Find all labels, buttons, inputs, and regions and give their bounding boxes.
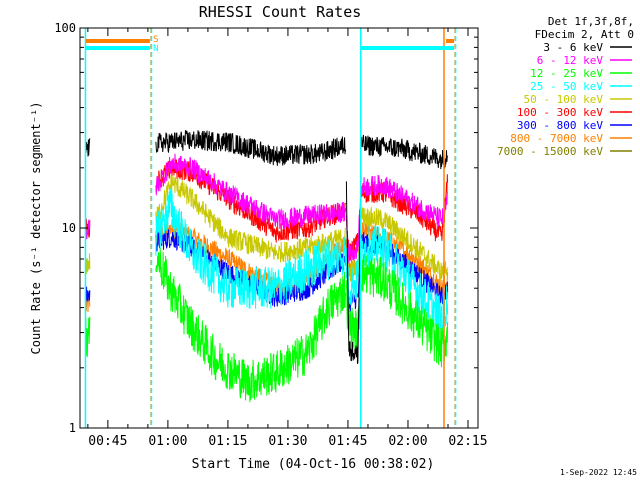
legend-entry-3-6-kev: 3 - 6 keV [543,41,603,54]
series-line [361,254,449,368]
x-tick-label: 00:45 [88,434,127,449]
attenuator-label: N [153,44,158,54]
series-line [361,174,449,242]
series-line [345,233,362,306]
plot-area: SN [84,28,457,428]
x-tick-label: 01:15 [208,434,247,449]
legend-entry-25-50-kev: 25 - 50 keV [530,80,603,93]
series-line [85,219,91,240]
series-line [85,138,91,157]
series-line [85,253,91,275]
legend-entry-50-100-kev: 50 - 100 keV [524,93,604,106]
series-line [155,129,347,166]
legend: Det 1f,3f,8f, FDecim 2, Att 0 3 - 6 keV6… [497,15,634,158]
x-axis-label: Start Time (04-Oct-16 00:38:02) [192,457,435,472]
generated-timestamp: 1-Sep-2022 12:45 [560,468,637,477]
series-line [155,153,347,230]
axes: 1 10 100 00:45 01:00 01:15 01:30 01:45 02:00 02:1… [54,21,487,449]
series-25-50-kev [155,187,449,340]
y-axis-label: Count Rate (s⁻¹ detector segment⁻¹) [29,102,43,355]
legend-entry-6-12-kev: 6 - 12 keV [537,54,604,67]
legend-entry-12-25-kev: 12 - 25 keV [530,67,603,80]
series-6-12-kev [85,153,449,264]
series-line [155,248,347,403]
chart-title: RHESSI Count Rates [199,3,362,21]
y-tick-label: 1 [69,421,76,435]
x-tick-label: 01:30 [268,434,307,449]
series-3-6-kev [85,129,448,364]
x-tick-label: 01:45 [328,434,367,449]
series-line [361,225,449,340]
series-line [155,187,347,309]
series-line [85,316,91,358]
attenuator-label: S [153,35,158,45]
legend-entry-100-300-kev: 100 - 300 keV [517,106,603,119]
legend-entry-7000-15000-kev: 7000 - 15000 keV [497,145,603,158]
legend-entry-800-7000-kev: 800 - 7000 keV [510,132,603,145]
legend-header-line-1: Det 1f,3f,8f, [548,15,634,28]
series-line [361,207,448,281]
series-line [155,175,346,263]
x-tick-label: 02:00 [388,434,427,449]
series-line [345,175,362,364]
x-tick-label: 02:15 [448,434,487,449]
series-line [345,189,362,264]
y-tick-label: 100 [54,21,76,35]
series-line [85,286,91,303]
plot-frame [79,27,479,429]
series-line [361,134,448,170]
y-tick-label: 10 [62,221,76,235]
legend-header-line-2: FDecim 2, Att 0 [535,28,634,41]
x-tick-label: 01:00 [148,434,187,449]
legend-entry-300-800-kev: 300 - 800 keV [517,119,603,132]
series-line [361,175,449,227]
